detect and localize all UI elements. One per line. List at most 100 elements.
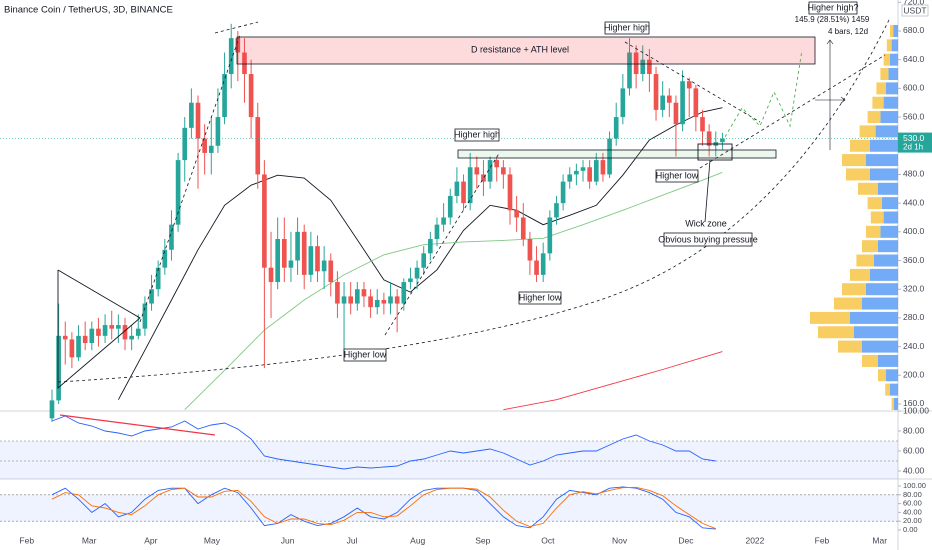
y-tick-label: 40.00 <box>903 507 922 516</box>
volume-up <box>886 82 898 95</box>
x-tick-label: Aug <box>410 535 425 545</box>
x-tick-label: Sep <box>475 535 490 545</box>
indicator-band <box>0 441 898 479</box>
volume-up <box>862 340 898 353</box>
candle-body <box>208 145 214 153</box>
candle-body <box>122 325 128 340</box>
candle-body <box>686 81 692 89</box>
candle-body <box>580 167 586 171</box>
candle-body <box>640 59 646 75</box>
candle-body <box>401 282 407 304</box>
candle-body <box>295 231 300 261</box>
candle-body <box>467 167 473 204</box>
volume-down <box>842 154 866 167</box>
y-tick-label: 560.0 <box>903 111 925 121</box>
candle-body <box>680 81 685 125</box>
candle-body <box>720 138 725 143</box>
volume-up <box>882 197 898 210</box>
x-tick-label: Jun <box>281 535 295 545</box>
candle-body <box>76 335 81 358</box>
candle-body <box>514 210 519 218</box>
y-tick-label: 200.0 <box>903 370 925 380</box>
support-zone <box>457 149 777 159</box>
volume-up <box>878 240 898 253</box>
candle-body <box>109 325 115 329</box>
volume-down <box>870 211 884 224</box>
candle-body <box>494 160 500 168</box>
candle-body <box>162 249 168 268</box>
candle-body <box>421 253 427 268</box>
volume-up <box>850 311 898 324</box>
candle-body <box>527 238 533 261</box>
y-tick-label: 400.0 <box>903 226 925 236</box>
candle-body <box>441 217 446 225</box>
candle-body <box>49 400 55 419</box>
volume-down <box>856 254 874 267</box>
trend-line <box>624 41 761 123</box>
volume-down <box>872 96 884 109</box>
volume-down <box>862 240 878 253</box>
volume-down <box>891 397 894 410</box>
triangle <box>57 269 141 389</box>
x-tick-label: Jul <box>347 535 358 545</box>
candle-body <box>534 260 539 275</box>
candle-body <box>587 167 592 182</box>
volume-up <box>890 383 898 396</box>
candle-body <box>262 174 267 268</box>
volume-down <box>842 283 866 296</box>
y-tick-label: 440.0 <box>903 197 925 207</box>
candle-body <box>600 160 606 175</box>
y-tick-label: 100.00 <box>903 481 926 490</box>
x-tick-label: Nov <box>612 535 628 545</box>
candle-body <box>102 325 108 336</box>
label: Higher high <box>454 129 500 139</box>
label: Wick zone <box>685 218 727 228</box>
volume-up <box>866 154 898 167</box>
candle-body <box>388 296 393 304</box>
volume-up <box>866 283 898 296</box>
volume-up <box>894 397 898 410</box>
label-box <box>604 21 650 35</box>
candle-body <box>202 138 207 153</box>
y-tick-label: 80.00 <box>903 490 922 499</box>
moving-average <box>503 351 723 411</box>
volume-up <box>878 354 898 367</box>
candle-body <box>520 217 526 239</box>
candle-body <box>235 38 241 53</box>
label: Higher low <box>344 349 387 359</box>
volume-up <box>862 297 898 310</box>
resistance-zone <box>236 36 816 65</box>
candle-body <box>447 195 453 218</box>
candle-body <box>62 335 68 340</box>
candle-body <box>175 160 181 225</box>
volume-up <box>891 39 898 52</box>
volume-down <box>866 225 881 238</box>
candle-body <box>700 117 705 132</box>
volume-down <box>846 168 870 181</box>
volume-down <box>883 53 890 66</box>
y-tick-label: 80.00 <box>903 425 925 435</box>
candle-body <box>308 246 314 275</box>
candle-body <box>315 246 320 272</box>
volume-up <box>880 225 898 238</box>
candle-body <box>567 174 573 182</box>
candle-body <box>56 335 61 401</box>
candle-body <box>222 74 227 118</box>
candle-body <box>414 267 420 279</box>
indicator-band <box>0 494 898 522</box>
candle-body <box>189 102 194 128</box>
volume-up <box>883 96 898 109</box>
y-tick-label: 720.0 <box>903 0 925 7</box>
volume-up <box>875 125 898 138</box>
y-tick-label: 100.00 <box>903 405 929 415</box>
x-tick-label: May <box>204 535 221 545</box>
candle-body <box>666 95 672 103</box>
candle-body <box>348 296 354 304</box>
candle-body <box>607 138 612 175</box>
candle-body <box>215 117 221 146</box>
x-tick-label: 2022 <box>745 535 764 545</box>
price-tag-label: 530.0 <box>903 133 925 143</box>
candle-body <box>96 328 101 336</box>
label-box <box>518 291 562 305</box>
x-tick-label: Apr <box>144 535 157 545</box>
